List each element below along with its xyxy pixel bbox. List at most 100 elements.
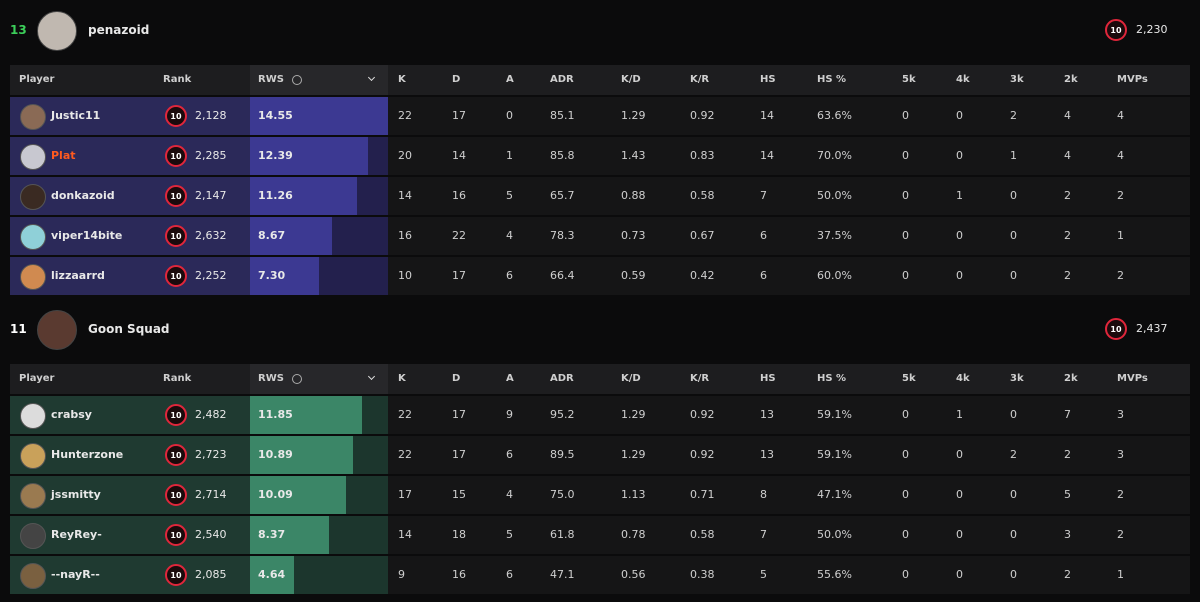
player-name[interactable]: viper14bite <box>51 229 123 242</box>
row-player-bg <box>10 396 250 434</box>
info-icon <box>292 75 302 85</box>
column-header[interactable]: 2k <box>1064 74 1078 85</box>
stat-cell: 0 <box>1010 568 1017 581</box>
player-name[interactable]: Plat <box>51 149 76 162</box>
team-score: 13 <box>10 23 27 37</box>
column-header[interactable]: K/D <box>621 373 641 384</box>
column-header[interactable]: 4k <box>956 74 970 85</box>
player-name[interactable]: crabsy <box>51 408 92 421</box>
column-header[interactable]: HS % <box>817 373 847 384</box>
column-header[interactable]: D <box>452 373 461 384</box>
column-header[interactable]: 5k <box>902 74 916 85</box>
column-header[interactable]: MVPs <box>1117 74 1148 85</box>
player-name[interactable]: --nayR-- <box>51 568 100 581</box>
column-header[interactable]: A <box>506 373 514 384</box>
team-avatar <box>37 11 77 51</box>
player-elo: 2,723 <box>195 448 227 461</box>
row-player-bg <box>10 177 250 215</box>
column-header[interactable]: MVPs <box>1117 373 1148 384</box>
stat-cell: 7 <box>760 528 767 541</box>
stat-cell: 6 <box>506 568 513 581</box>
stat-cell: 3 <box>1064 528 1071 541</box>
stat-cell: 1.29 <box>621 448 646 461</box>
stat-cell: 0.58 <box>690 189 715 202</box>
player-elo: 2,285 <box>195 149 227 162</box>
stat-cell: 50.0% <box>817 528 852 541</box>
column-header[interactable]: 5k <box>902 373 916 384</box>
level-icon: 10 <box>165 225 187 247</box>
player-name[interactable]: Hunterzone <box>51 448 124 461</box>
column-header[interactable]: D <box>452 74 461 85</box>
player-elo: 2,085 <box>195 568 227 581</box>
player-name[interactable]: Justic11 <box>51 109 101 122</box>
player-name[interactable]: jssmitty <box>51 488 101 501</box>
player-name[interactable]: lizzaarrd <box>51 269 105 282</box>
player-rws: 10.89 <box>258 448 293 461</box>
stat-cell: 0 <box>1010 408 1017 421</box>
stat-cell: 60.0% <box>817 269 852 282</box>
player-avatar <box>20 104 46 130</box>
column-header[interactable]: 2k <box>1064 373 1078 384</box>
stat-cell: 65.7 <box>550 189 575 202</box>
column-header[interactable]: K/R <box>690 373 710 384</box>
stat-cell: 0 <box>956 229 963 242</box>
column-header[interactable]: HS <box>760 74 776 85</box>
stat-cell: 0.73 <box>621 229 646 242</box>
column-header[interactable]: HS <box>760 373 776 384</box>
column-header[interactable]: ADR <box>550 373 574 384</box>
stat-cell: 66.4 <box>550 269 575 282</box>
level-icon: 10 <box>165 564 187 586</box>
stat-cell: 2 <box>1010 109 1017 122</box>
player-rws: 10.09 <box>258 488 293 501</box>
stat-cell: 0.67 <box>690 229 715 242</box>
player-avatar <box>20 523 46 549</box>
column-header[interactable]: A <box>506 74 514 85</box>
stat-cell: 14 <box>398 528 412 541</box>
player-name[interactable]: donkazoid <box>51 189 115 202</box>
stat-cell: 70.0% <box>817 149 852 162</box>
column-header[interactable]: Rank <box>163 74 192 85</box>
column-header[interactable]: HS % <box>817 74 847 85</box>
column-header[interactable]: 3k <box>1010 373 1024 384</box>
stat-cell: 0 <box>902 408 909 421</box>
stat-cell: 4 <box>1064 109 1071 122</box>
column-header[interactable]: 4k <box>956 373 970 384</box>
stat-cell: 22 <box>398 109 412 122</box>
stat-cell: 22 <box>398 408 412 421</box>
column-header[interactable]: Rank <box>163 373 192 384</box>
column-header[interactable]: K/D <box>621 74 641 85</box>
player-avatar <box>20 443 46 469</box>
column-header[interactable]: Player <box>19 373 55 384</box>
stat-cell: 63.6% <box>817 109 852 122</box>
team-level-icon: 10 <box>1105 19 1127 41</box>
stat-cell: 0.42 <box>690 269 715 282</box>
stat-cell: 59.1% <box>817 408 852 421</box>
stat-cell: 10 <box>398 269 412 282</box>
player-avatar <box>20 403 46 429</box>
stat-cell: 16 <box>398 229 412 242</box>
stat-cell: 0 <box>902 109 909 122</box>
player-name[interactable]: ReyRey- <box>51 528 102 541</box>
column-header[interactable]: 3k <box>1010 74 1024 85</box>
player-rws: 8.37 <box>258 528 286 541</box>
stat-cell: 47.1% <box>817 488 852 501</box>
column-header[interactable]: K <box>398 74 406 85</box>
stat-cell: 9 <box>506 408 513 421</box>
stat-cell: 0 <box>1010 229 1017 242</box>
stat-cell: 0 <box>902 229 909 242</box>
column-header[interactable]: ADR <box>550 74 574 85</box>
column-header[interactable]: Player <box>19 74 55 85</box>
stat-cell: 14 <box>452 149 466 162</box>
column-header[interactable]: RWS <box>258 74 284 85</box>
stat-cell: 17 <box>398 488 412 501</box>
row-player-bg <box>10 556 250 594</box>
stat-cell: 5 <box>506 189 513 202</box>
stat-cell: 0 <box>956 269 963 282</box>
column-header[interactable]: RWS <box>258 373 284 384</box>
column-header[interactable]: K <box>398 373 406 384</box>
stat-cell: 18 <box>452 528 466 541</box>
stat-cell: 8 <box>760 488 767 501</box>
rws-bar <box>250 97 388 135</box>
stat-cell: 0 <box>956 149 963 162</box>
column-header[interactable]: K/R <box>690 74 710 85</box>
